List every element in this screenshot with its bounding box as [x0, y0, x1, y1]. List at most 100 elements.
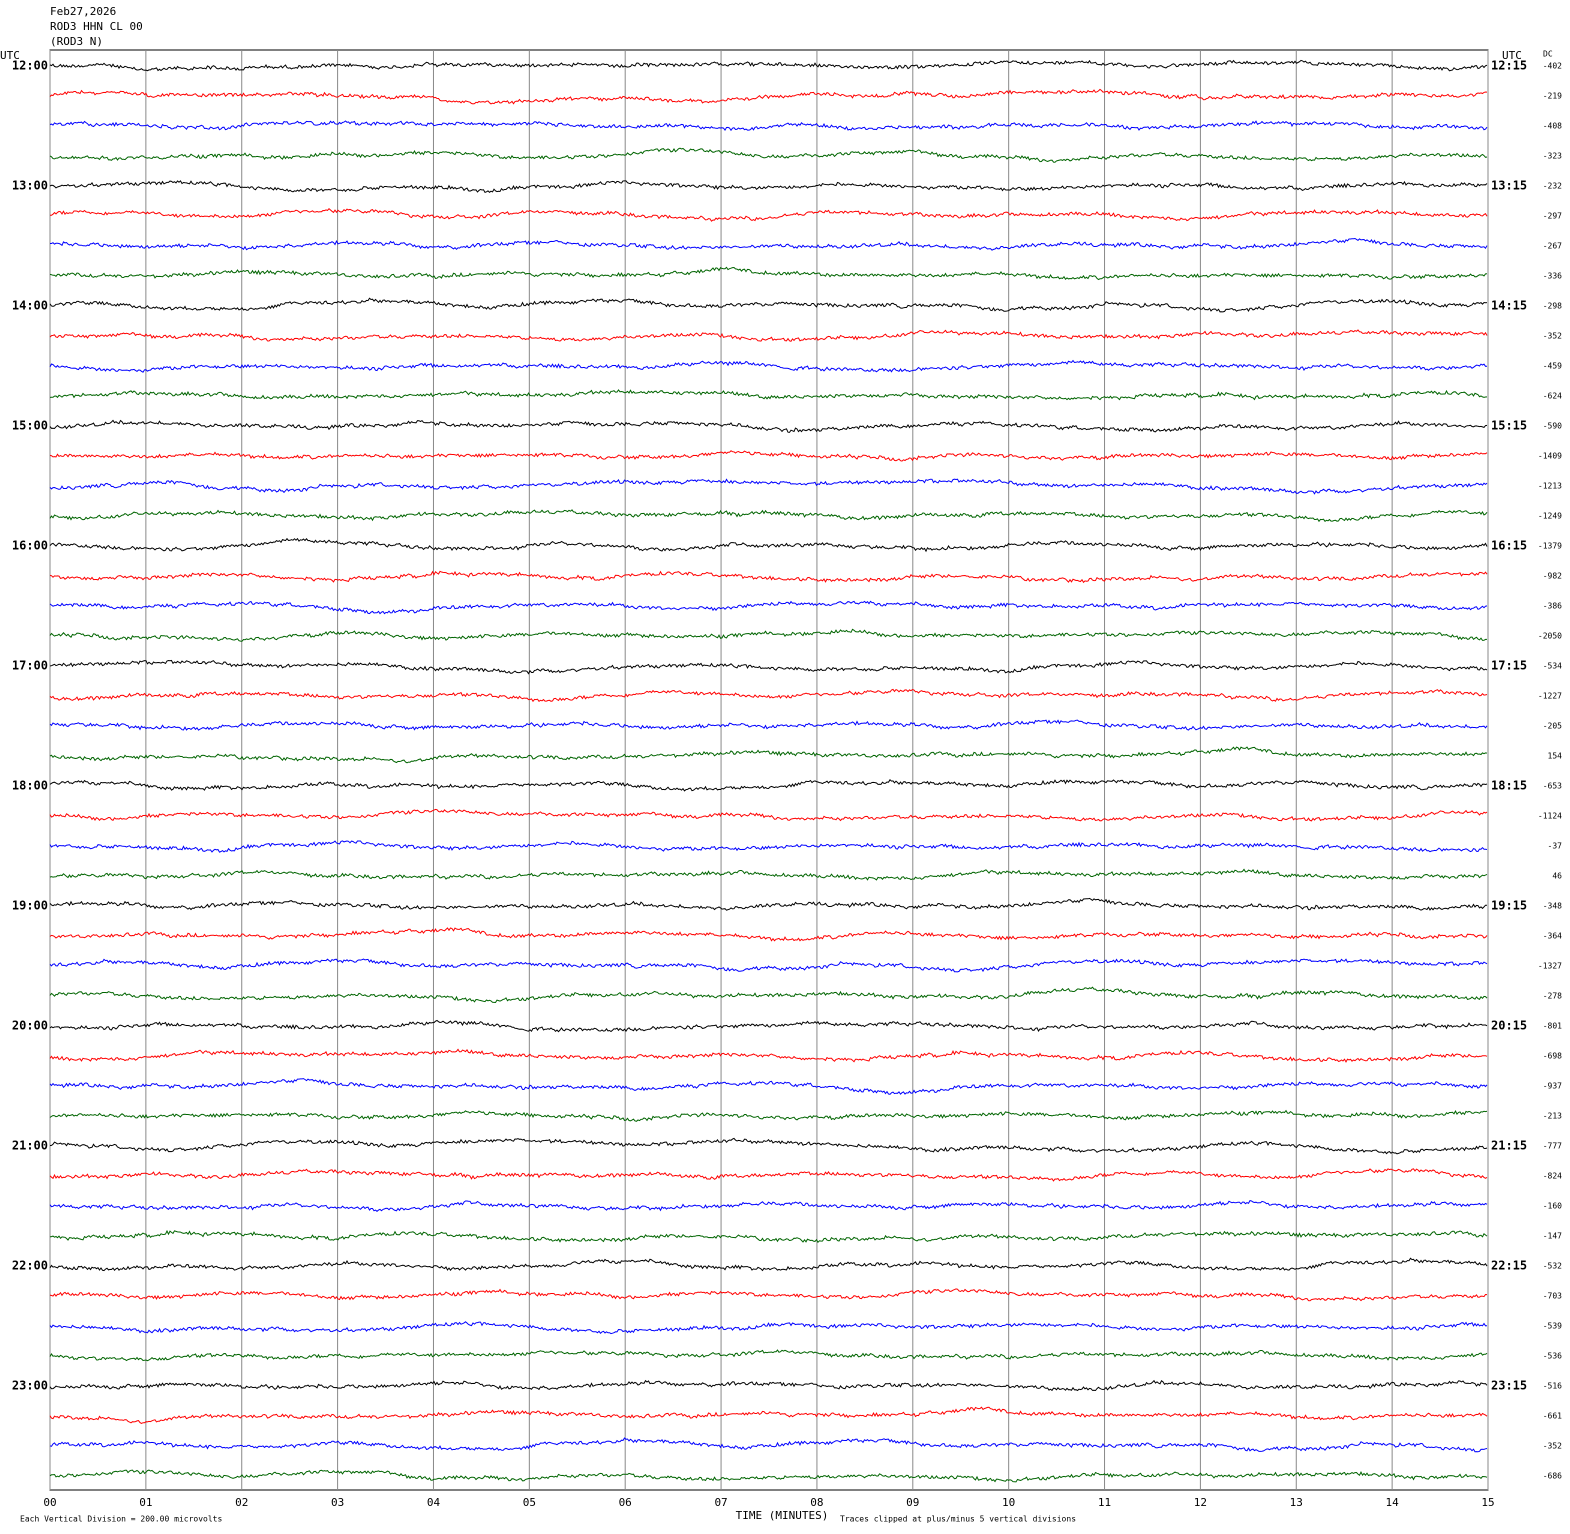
trace	[49, 808, 1488, 822]
dc-offset: -1124	[1538, 812, 1562, 821]
x-tick-label: 14	[1386, 1496, 1400, 1509]
trace	[49, 570, 1488, 584]
utc-left: UTC	[0, 49, 20, 62]
dc-offset: -1409	[1538, 452, 1562, 461]
plot-frame	[49, 49, 1489, 1491]
dc-offset: -364	[1543, 932, 1562, 941]
hour-left: 20:00	[12, 1019, 48, 1033]
x-tick-label: 12	[1194, 1496, 1207, 1509]
trace	[49, 1349, 1488, 1362]
trace	[49, 329, 1488, 342]
hour-right: 12:15	[1491, 59, 1527, 73]
dc-offset: -278	[1543, 992, 1562, 1001]
hour-left: 12:00	[12, 59, 48, 73]
trace	[49, 628, 1487, 642]
dc-offset: -539	[1543, 1322, 1562, 1331]
x-tick-label: 10	[1002, 1496, 1015, 1509]
dc-offset: -703	[1543, 1292, 1562, 1301]
trace	[49, 1469, 1488, 1483]
hour-right: 16:15	[1491, 539, 1527, 553]
dc-offset: -1379	[1538, 542, 1562, 551]
trace	[49, 1137, 1488, 1155]
hour-left: 18:00	[12, 779, 48, 793]
dc-offset: -408	[1543, 122, 1562, 131]
dc-offset: -532	[1543, 1262, 1562, 1271]
trace	[49, 688, 1488, 703]
hour-left: 19:00	[12, 899, 48, 913]
dc-offset: -160	[1543, 1202, 1562, 1211]
dc-offset: -298	[1543, 302, 1562, 311]
dc-offset: -147	[1543, 1232, 1562, 1241]
hour-left: 15:00	[12, 419, 48, 433]
dc-offset: -386	[1543, 602, 1562, 611]
x-tick-label: 08	[810, 1496, 823, 1509]
trace	[49, 1257, 1488, 1272]
date: Feb27,2026	[50, 5, 116, 18]
hour-left: 22:00	[12, 1259, 48, 1273]
dc-offset: -653	[1543, 782, 1562, 791]
dc-offset: -219	[1543, 92, 1562, 101]
dc-offset: -1249	[1538, 512, 1562, 521]
x-axis-label: TIME (MINUTES)	[736, 1509, 829, 1522]
dc-offset: -536	[1543, 1352, 1562, 1361]
dc-offset: -937	[1543, 1082, 1562, 1091]
dc-offset: -590	[1543, 422, 1562, 431]
dc-offset: -323	[1543, 152, 1562, 161]
dc-offset: -698	[1543, 1052, 1562, 1061]
trace	[49, 1019, 1488, 1033]
dc-offset: -1213	[1538, 482, 1562, 491]
component: (ROD3 N)	[50, 35, 103, 48]
trace	[49, 1437, 1488, 1453]
dc-offset: -661	[1543, 1412, 1562, 1421]
hour-right: 17:15	[1491, 659, 1527, 673]
hour-left: 21:00	[12, 1139, 48, 1153]
hour-right: 22:15	[1491, 1259, 1527, 1273]
hour-right: 13:15	[1491, 179, 1527, 193]
x-tick-label: 11	[1098, 1496, 1111, 1509]
trace	[49, 1168, 1488, 1182]
trace	[49, 986, 1488, 1004]
dc-offset: -267	[1543, 242, 1562, 251]
hour-left: 14:00	[12, 299, 48, 313]
trace	[49, 958, 1488, 973]
dc-offset: -1327	[1538, 962, 1562, 971]
dc-offset: -232	[1543, 182, 1562, 191]
trace	[49, 719, 1488, 731]
hour-left: 16:00	[12, 539, 48, 553]
trace	[49, 419, 1488, 433]
trace	[50, 237, 1488, 251]
dc-offset: -348	[1543, 902, 1562, 911]
trace	[49, 1109, 1488, 1122]
x-tick-label: 09	[906, 1496, 919, 1509]
dc-offset: -205	[1543, 722, 1562, 731]
hour-right: 21:15	[1491, 1139, 1527, 1153]
dc-label: DC	[1543, 50, 1553, 59]
dc-offset: -2050	[1538, 632, 1562, 641]
x-tick-label: 05	[523, 1496, 536, 1509]
trace	[49, 297, 1488, 313]
dc-offset: -352	[1543, 1442, 1562, 1451]
trace	[49, 1229, 1488, 1243]
x-tick-label: 00	[43, 1496, 56, 1509]
trace	[49, 1200, 1488, 1212]
trace	[49, 509, 1488, 523]
dc-offset: -213	[1543, 1112, 1562, 1121]
scale-note: Each Vertical Division = 200.00 microvol…	[20, 1515, 222, 1524]
hour-right: 20:15	[1491, 1019, 1527, 1033]
dc-offset: -37	[1548, 842, 1563, 851]
x-tick-label: 07	[714, 1496, 727, 1509]
trace	[49, 927, 1488, 942]
trace	[49, 147, 1488, 163]
hour-right: 23:15	[1491, 1379, 1527, 1393]
dc-offset: -534	[1543, 662, 1562, 671]
dc-offset: -777	[1543, 1142, 1562, 1151]
trace	[49, 266, 1488, 281]
dc-offset: -402	[1543, 62, 1562, 71]
trace	[49, 1379, 1488, 1392]
trace	[49, 478, 1488, 495]
utc-right: UTC	[1502, 49, 1522, 62]
dc-offset: -982	[1543, 572, 1562, 581]
trace	[49, 88, 1488, 105]
x-tick-label: 04	[427, 1496, 441, 1509]
